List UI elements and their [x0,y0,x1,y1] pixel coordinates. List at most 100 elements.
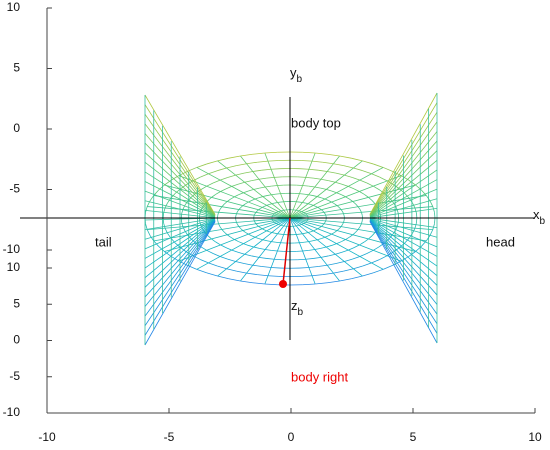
mesh-line [352,231,356,236]
mesh-line [219,256,228,260]
mesh-line [317,196,322,199]
mesh-line [359,209,362,213]
mesh-line [262,195,268,197]
mesh-line [335,181,343,185]
mesh-line [212,253,221,257]
mesh-line [373,185,380,190]
mesh-line [257,274,269,277]
mesh-line [359,223,362,227]
mesh-line [305,176,314,179]
mesh-line [320,255,329,258]
z-tick-label: 10 [7,260,21,274]
mesh-line [243,263,253,266]
mesh-line [348,186,355,190]
mesh-line [289,217,433,231]
mesh-line [341,249,349,253]
mesh-line [345,236,350,240]
body-right-vector [282,217,291,285]
mesh-line [362,170,372,175]
mesh-line [220,188,227,192]
mesh-line [196,167,291,219]
mesh-line [371,200,376,205]
mesh-line [234,239,239,243]
mesh-line [253,187,260,190]
mesh-line [212,179,221,184]
mesh-line [355,229,359,233]
body-right-point [279,280,287,288]
mesh-line [289,175,402,219]
mesh-line [336,192,342,196]
mesh-line [341,239,346,243]
mesh-line [326,245,332,248]
mesh-line [167,232,172,239]
mesh-line [248,200,252,203]
mesh-line [240,155,291,219]
mesh-line [353,188,360,192]
mesh-line [327,263,337,266]
mesh-line [185,251,194,257]
mesh-line [191,192,197,198]
mesh-line [308,266,319,268]
mesh-line [349,234,354,238]
mesh-line [206,249,214,254]
mesh-line [327,280,340,284]
z-tick-label: -10 [3,405,21,419]
mesh-line [339,155,352,159]
mesh-line [289,217,384,270]
mesh-line [359,179,368,184]
mesh-line [218,209,221,213]
mesh-line [146,229,151,236]
mesh-line [171,175,180,181]
mesh-line [253,246,260,249]
mesh-line [274,232,278,235]
mesh-line [302,151,316,154]
mesh-line [181,222,184,227]
mesh-line [226,268,237,272]
mesh-line [264,152,291,219]
mesh-line [271,241,276,243]
mesh-line [327,153,340,157]
mesh-line [328,233,332,237]
mesh-line [271,185,278,187]
mesh-line [225,186,232,190]
mesh-line [289,217,363,277]
mesh-line [215,191,221,195]
mesh-line [240,205,244,208]
mesh-line [336,205,340,208]
mesh-line [335,251,343,255]
mesh-line [224,201,228,205]
mesh-line [308,168,319,171]
y-tick-label: -5 [9,182,20,196]
mesh-line [289,217,340,282]
mesh-line [429,229,434,236]
mesh-line [302,283,316,286]
mesh-line [243,190,249,194]
mesh-line [258,177,267,180]
mesh-line [164,217,291,252]
mesh-line [302,232,306,235]
x-tick-label: -10 [38,430,56,444]
mesh-line [266,258,275,260]
label-main: z [291,298,298,313]
z-tick-label: 0 [13,333,20,347]
mesh-line [196,217,291,270]
x-tick-label: 0 [288,430,295,444]
mesh-line [174,188,181,194]
mesh-line [251,235,256,238]
y-tick-label: 10 [7,0,21,14]
mesh-line [364,238,369,243]
mesh-line [432,206,435,213]
mesh-line [315,282,328,285]
mesh-line [336,241,342,245]
mesh-line [333,270,344,274]
label-sub: b [298,307,304,318]
mesh-line [425,235,431,242]
mesh-line [383,265,393,270]
mesh-line [328,253,336,257]
mesh-line [308,194,314,196]
mesh-line [289,167,384,219]
mesh-line [335,261,345,264]
mesh-line [271,249,278,252]
mesh-line [434,212,436,219]
z-tick-label: -5 [9,369,20,383]
